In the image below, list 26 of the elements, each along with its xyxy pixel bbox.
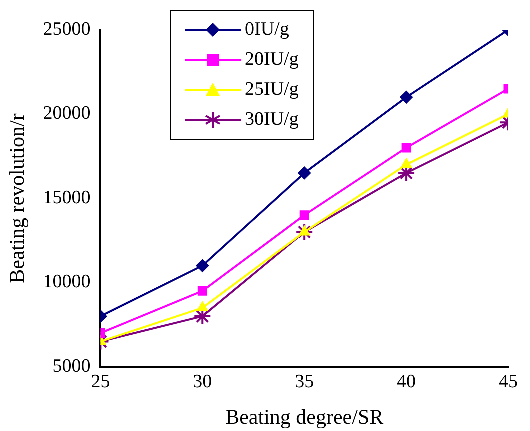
point (298, 166, 312, 180)
legend-label: 0IU/g (245, 19, 290, 41)
point (196, 302, 208, 312)
x-axis-title: Beating degree/SR (226, 404, 384, 429)
point (300, 210, 310, 220)
x-tick-label: 25 (91, 371, 110, 392)
x-tick-label: 30 (193, 371, 212, 392)
point (298, 226, 310, 236)
point (402, 143, 412, 153)
y-tick-label: 25000 (43, 18, 91, 40)
point (296, 223, 314, 242)
legend-label: 20IU/g (245, 49, 299, 71)
y-tick-label: 15000 (43, 187, 91, 208)
legend-label: 30IU/g (245, 109, 299, 131)
x-tick-label: 45 (499, 371, 518, 392)
point (198, 286, 208, 296)
y-axis-title: Beating revolution/r (5, 114, 30, 284)
point (400, 90, 414, 104)
x-tick-label: 40 (397, 371, 416, 392)
x-tick-label: 35 (295, 371, 314, 392)
y-tick-label: 10000 (43, 272, 91, 293)
point (196, 259, 210, 272)
y-tick-label: 20000 (43, 103, 91, 124)
point (400, 158, 412, 168)
legend-label: 25IU/g (245, 79, 299, 101)
y-tick-label: 5000 (52, 356, 91, 377)
